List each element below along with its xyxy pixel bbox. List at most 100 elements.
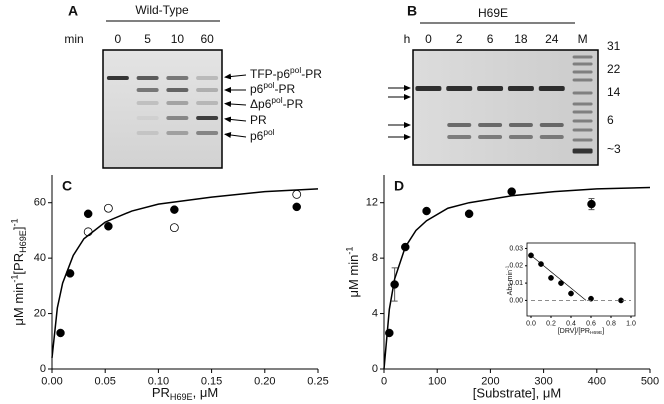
gel-band	[538, 86, 565, 91]
gel	[102, 49, 223, 169]
lane-unit: min	[64, 32, 83, 46]
gel-band	[196, 131, 219, 135]
lane-label: 10	[171, 32, 185, 46]
y-axis-label-sup: -1	[505, 265, 511, 270]
lane-label: M	[578, 32, 588, 46]
gel-band	[136, 76, 159, 80]
data-point	[83, 209, 93, 219]
x-tick-label: 200	[481, 376, 499, 388]
band-arrow	[224, 116, 247, 123]
x-tick-label: 100	[428, 376, 446, 388]
data-point	[507, 187, 516, 196]
data-point	[170, 205, 179, 214]
marker-band	[572, 70, 593, 74]
gel	[412, 49, 599, 166]
y-axis-label-part: [PR	[11, 253, 26, 275]
x-axis-label-sub: H69E	[590, 330, 603, 336]
x-tick-label: 0.25	[307, 376, 328, 388]
gel-band	[478, 135, 503, 139]
gel-band	[478, 123, 503, 127]
y-tick-label: 20	[34, 307, 46, 319]
band-label-part: p6	[250, 129, 264, 143]
band-arrow	[224, 73, 247, 80]
gel-band	[136, 131, 159, 135]
gel-band	[106, 76, 129, 80]
data-point	[588, 295, 594, 302]
gel-header: H69E	[478, 6, 508, 20]
marker-band	[572, 62, 593, 66]
lane-label: 2	[456, 32, 463, 46]
y-axis-label-sup: -1	[345, 247, 355, 255]
band-label-sup: pol	[290, 65, 301, 75]
marker-size: 14	[607, 85, 621, 99]
y-tick-label: 8	[372, 252, 378, 264]
marker-band	[572, 78, 593, 82]
marker-size: ~3	[607, 142, 621, 156]
marker-band	[572, 119, 593, 123]
band-arrow	[224, 132, 247, 138]
y-tick-label: 0.02	[509, 263, 523, 270]
y-axis-label: μM min-1[PRH69E]-1	[10, 218, 28, 325]
gel-band	[196, 101, 219, 105]
gel-band	[136, 116, 159, 120]
y-tick-label: 60	[34, 197, 46, 209]
band-label-part: -PR	[301, 67, 322, 81]
data-point	[103, 203, 113, 213]
x-tick-label: 0.20	[254, 376, 275, 388]
data-point	[464, 209, 474, 219]
lane-label: 18	[514, 32, 528, 46]
gel-band	[166, 88, 189, 92]
y-axis-label-part: μM min	[11, 283, 26, 326]
band-label-sup: pol	[263, 80, 274, 90]
x-tick-label: 0.00	[41, 376, 62, 388]
fit-line	[51, 188, 319, 358]
band-label: p6pol-PR	[250, 80, 296, 96]
band-label: Δp6pol-PR	[250, 95, 304, 111]
gel-band	[415, 86, 442, 91]
lane-label: 24	[545, 32, 559, 46]
y-axis-label-sup: -1	[10, 218, 20, 226]
x-tick-label: 1.0	[626, 320, 636, 327]
data-point	[548, 275, 554, 281]
x-axis-label: [Substrate], μM	[473, 385, 561, 400]
lane-label: 6	[487, 32, 494, 46]
x-tick-label: 0.4	[566, 320, 576, 327]
marker-band	[572, 91, 593, 95]
band-label-sup: pol	[263, 127, 274, 137]
y-axis-label-part: ]	[11, 227, 26, 231]
x-axis-label-part: PR	[152, 385, 170, 400]
y-tick-label: 0	[40, 363, 46, 375]
y-tick-label: 0	[372, 363, 378, 375]
y-axis-label: Abs min-1	[505, 265, 514, 295]
x-tick-label: 0.2	[546, 320, 556, 327]
x-tick-label: 0.0	[526, 320, 536, 327]
y-axis-label-part: Abs min	[507, 270, 514, 295]
marker-band	[572, 55, 593, 59]
y-axis-label-sub: H69E	[18, 230, 28, 253]
gel-band	[508, 123, 533, 127]
marker-band	[572, 128, 593, 132]
gel-band	[166, 101, 189, 105]
band-label-part: Δp6	[250, 97, 272, 111]
data-point	[422, 206, 431, 216]
y-axis-label-sup: -1	[10, 275, 20, 283]
band-label-part: p6	[250, 82, 264, 96]
marker-size: 22	[607, 62, 621, 76]
gel-band	[508, 135, 533, 139]
data-point	[587, 199, 596, 209]
x-tick-label: 300	[534, 376, 552, 388]
x-axis-label-part: [DRV]/[PR	[558, 328, 590, 335]
band-label: PR	[250, 113, 267, 127]
gel-band	[136, 101, 159, 105]
marker-size: 31	[607, 39, 621, 53]
y-tick-label: 4	[372, 307, 378, 319]
y-axis-label: μM min-1	[345, 247, 362, 298]
x-axis-label: PRH69E, μM	[152, 385, 218, 402]
x-axis-label: [DRV]/[PRH69E]	[558, 328, 604, 337]
x-tick-label: 400	[588, 376, 606, 388]
band-label-part: -PR	[275, 82, 296, 96]
lane-label: 0	[425, 32, 432, 46]
fit-line	[383, 186, 651, 370]
